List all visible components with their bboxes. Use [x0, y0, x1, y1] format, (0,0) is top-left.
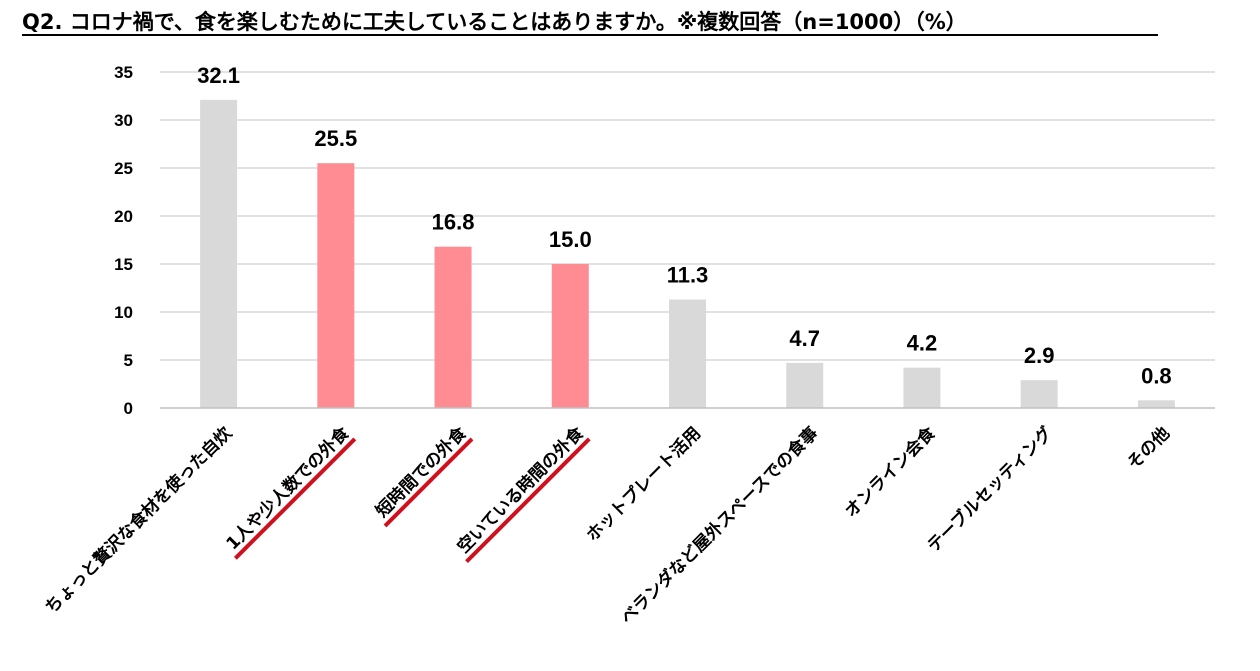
bar	[434, 246, 472, 408]
bar	[903, 367, 941, 408]
highlight-underline	[233, 437, 357, 560]
bar	[1020, 380, 1058, 408]
category-label: 短時間での外食	[372, 422, 472, 522]
bar	[669, 299, 706, 408]
data-label: 16.8	[432, 210, 475, 235]
y-tick-label: 0	[124, 399, 133, 418]
y-tick-label: 20	[114, 207, 133, 226]
bar	[551, 264, 589, 408]
y-tick-label: 15	[114, 255, 133, 274]
data-label: 4.2	[907, 331, 938, 356]
data-label: 25.5	[314, 126, 357, 151]
highlight-underline	[383, 437, 474, 528]
category-label: オンライン会食	[840, 422, 940, 522]
data-label: 15.0	[549, 227, 592, 252]
y-tick-label: 5	[124, 351, 133, 370]
category-label: 空いている時間の外食	[453, 422, 588, 557]
title-underline	[22, 34, 1158, 36]
category-label: ホットプレート活用	[582, 423, 705, 546]
y-tick-label: 35	[114, 63, 133, 82]
y-tick-label: 25	[114, 159, 133, 178]
category-label: 1人や少人数での外食	[222, 422, 354, 554]
bar	[1137, 400, 1175, 408]
bar	[786, 362, 824, 408]
category-label: ベランダなど屋外スペースでの食事	[617, 423, 823, 629]
category-label: ちょっと贅沢な食材を使った自炊	[41, 422, 237, 618]
y-tick-label: 10	[114, 303, 133, 322]
data-label: 0.8	[1141, 363, 1172, 388]
data-label: 4.7	[789, 326, 820, 351]
data-label: 2.9	[1024, 343, 1055, 368]
data-label: 11.3	[667, 263, 709, 288]
category-label: その他	[1123, 423, 1174, 474]
category-label: テーブルセッティング	[923, 423, 1057, 557]
chart-title: Q2. コロナ禍で、食を楽しむために工夫していることはありますか。※複数回答（n…	[22, 10, 967, 34]
highlight-underline	[465, 437, 591, 564]
data-label: 32.1	[197, 63, 240, 88]
bar	[317, 163, 355, 408]
bar	[200, 99, 238, 408]
y-tick-label: 30	[114, 111, 133, 130]
